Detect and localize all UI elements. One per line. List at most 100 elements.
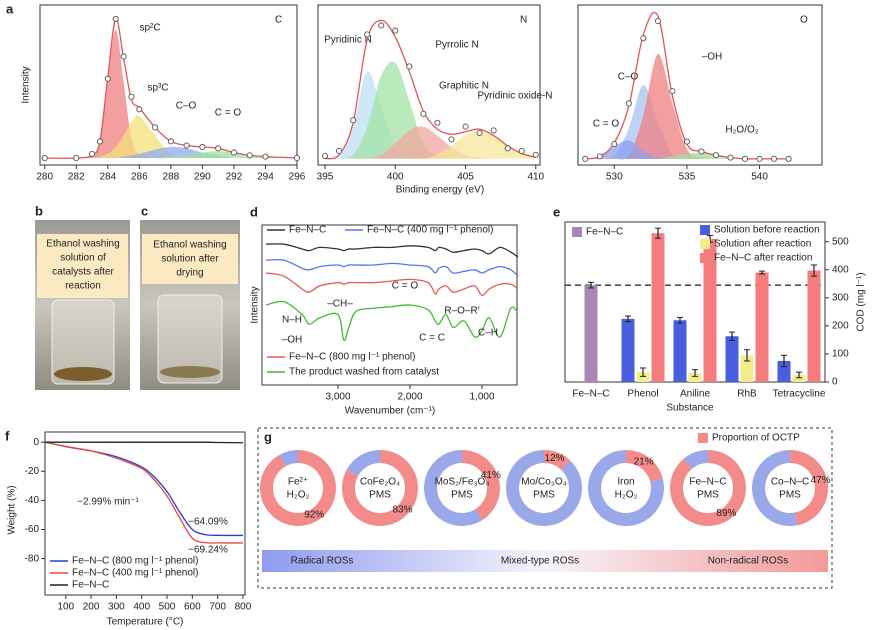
data-point [420,110,427,117]
donut-share [670,450,746,526]
annotation: −69.24% [188,545,228,556]
plot-frame [44,431,246,596]
data-line [266,258,519,277]
peak-label: C–O [618,72,639,83]
data-point [167,138,174,145]
bar [740,355,754,382]
caption: reaction [65,281,101,292]
y-tick-label: -80 [25,553,40,564]
legend-label: Fe–N–C [72,580,109,591]
legend-label: Fe–N–C (400 mg l⁻¹ phenol) [367,225,493,236]
donut-share [626,450,663,482]
plot-frame [261,224,518,386]
donut-share [462,450,501,521]
y-axis-label: COD (mg l⁻¹) [856,272,867,331]
bar [725,336,739,382]
caption: solution of [60,253,106,264]
peak-label: Pyridinic oxide-N [477,91,552,102]
x-axis-label: Substance [666,403,714,414]
caption: solution after [161,254,219,265]
annotation: N–H [282,315,302,326]
caption: Ethanol washing [46,239,119,250]
data-line [324,19,536,160]
panel-label: d [250,204,258,219]
data-point [490,127,497,134]
data-line [266,243,519,258]
photo-b: b Ethanol washing solution of catalysts … [35,203,130,390]
x-tick-label: Fe–N–C [572,389,609,400]
y-axis-label: Intensity [250,286,261,323]
legend-label: Fe–N–C (800 mg l⁻¹ phenol) [72,556,198,567]
data-line [45,441,243,544]
bar [621,318,635,382]
bar [584,285,598,382]
peak-label: H₂O/O₂ [725,125,758,136]
x-tick-label: 405 [457,172,474,183]
data-point [378,22,385,29]
panel-frame [257,427,833,589]
data-point [336,147,343,154]
x-tick-label: 284 [99,172,116,183]
photo-c: c Ethanol washing solution after drying [140,203,240,390]
peak-area [44,30,298,159]
bar [777,360,791,382]
data-line [44,18,298,159]
peak-label: sp²C [139,23,160,34]
donut-label: Fe–N–C [689,477,726,488]
peak-area [325,61,536,159]
panel-label: c [141,203,148,218]
peak-label: Pyridinic N [324,35,372,46]
data-point [128,93,135,100]
bar [673,320,687,382]
bar [807,270,821,382]
data-point [120,53,127,60]
donut-rest [424,450,483,526]
legend-label: Fe–N–C (400 mg l⁻¹ phenol) [72,568,198,579]
data-point [625,100,632,107]
scale-label: Mixed-type ROSs [501,556,579,567]
donut-label: MoS₂/Fe₃O₄ [435,477,490,488]
panel-label: b [35,203,43,218]
data-point [136,106,143,113]
annotation: C = O [392,281,419,292]
data-point [448,136,455,143]
x-tick-label: Tetracycline [773,389,826,400]
bar [688,373,702,382]
data-point [293,154,301,162]
value-label: 92% [304,510,324,521]
data-point [183,142,190,149]
data-line [585,11,789,160]
data-point [785,155,792,162]
plot-frame [577,4,823,166]
x-tick-label: 400 [133,602,150,613]
x-tick-label: 286 [131,172,148,183]
data-point [727,154,734,161]
data-point [321,152,329,160]
y-tick-label: -60 [25,524,40,535]
annotation: −2.99% min⁻¹ [77,497,139,508]
donut-rest [752,450,798,526]
y-tick-label: -20 [25,466,40,477]
donut-label: PMS [779,490,801,501]
donut-label: CoFe₂O₄ [360,477,400,488]
value-label: 47% [811,475,831,486]
x-tick-label: 2,000 [398,392,423,403]
x-axis-label: Temperature (°C) [107,617,184,628]
liquid [160,366,220,378]
data-point [462,123,469,130]
peak-label: C = O [215,108,242,119]
peak-label: C = O [593,119,620,130]
data-point [73,154,80,162]
data-point [434,119,441,126]
x-tick-label: 200 [83,602,100,613]
vial [157,294,223,384]
donut-label: PMS [697,490,719,501]
y-axis-label: Intensity [21,66,32,103]
data-point [504,145,511,152]
caption-box [37,234,128,298]
legend-label: Solution after reaction [714,239,811,250]
data-point [582,155,589,162]
scale-label: Radical ROSs [291,556,354,567]
bar [636,372,650,382]
